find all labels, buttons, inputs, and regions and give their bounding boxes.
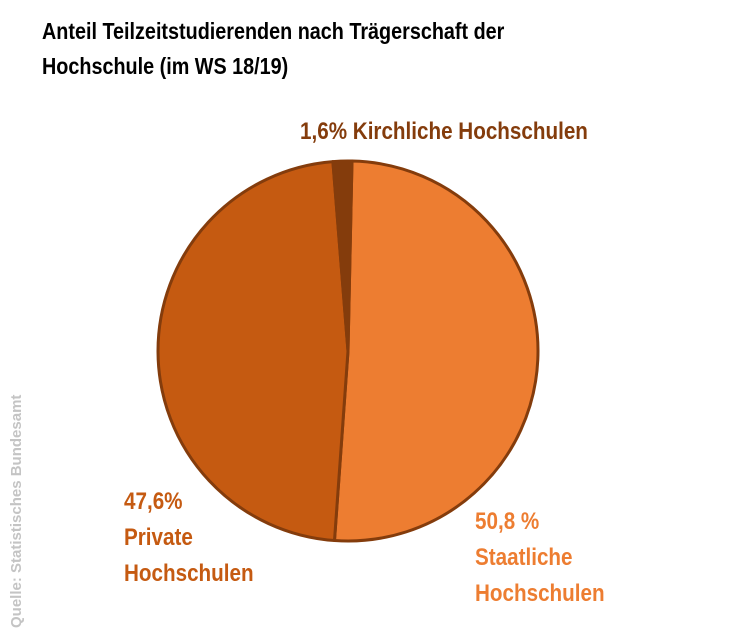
slice-label-staatliche: 50,8 % Staatliche Hochschulen: [475, 504, 605, 612]
slice-label-private: 47,6% Private Hochschulen: [124, 484, 254, 592]
slice-pct-kirchliche: 1,6%: [300, 118, 348, 145]
pie-slice-staatliche-hochschulen: [332, 159, 540, 543]
chart-title-line2: Hochschule (im WS 18/19): [42, 53, 289, 79]
slice-label-kirchliche: 1,6% Kirchliche Hochschulen: [300, 114, 588, 150]
slice-name-staatliche-line2: Hochschulen: [475, 580, 605, 607]
slice-name-kirchliche: Kirchliche Hochschulen: [352, 118, 588, 145]
slice-name-private-line1: Private: [124, 524, 193, 551]
slice-label-kirchliche-text: 1,6% Kirchliche Hochschulen: [300, 114, 588, 150]
slice-name-private-line2: Hochschulen: [124, 560, 254, 587]
pie-slice-private-hochschulen: [156, 160, 350, 543]
pie-slices: [156, 159, 540, 543]
slice-pct-staatliche: 50,8 %: [475, 508, 540, 535]
chart-title-line1: Anteil Teilzeitstudierenden nach Trägers…: [42, 18, 505, 44]
slice-pct-private: 47,6%: [124, 488, 183, 515]
chart-title: Anteil Teilzeitstudierenden nach Trägers…: [42, 14, 610, 84]
slice-name-staatliche-line1: Staatliche: [475, 544, 573, 571]
pie-slice-kirchliche-hochschulen: [331, 159, 354, 353]
